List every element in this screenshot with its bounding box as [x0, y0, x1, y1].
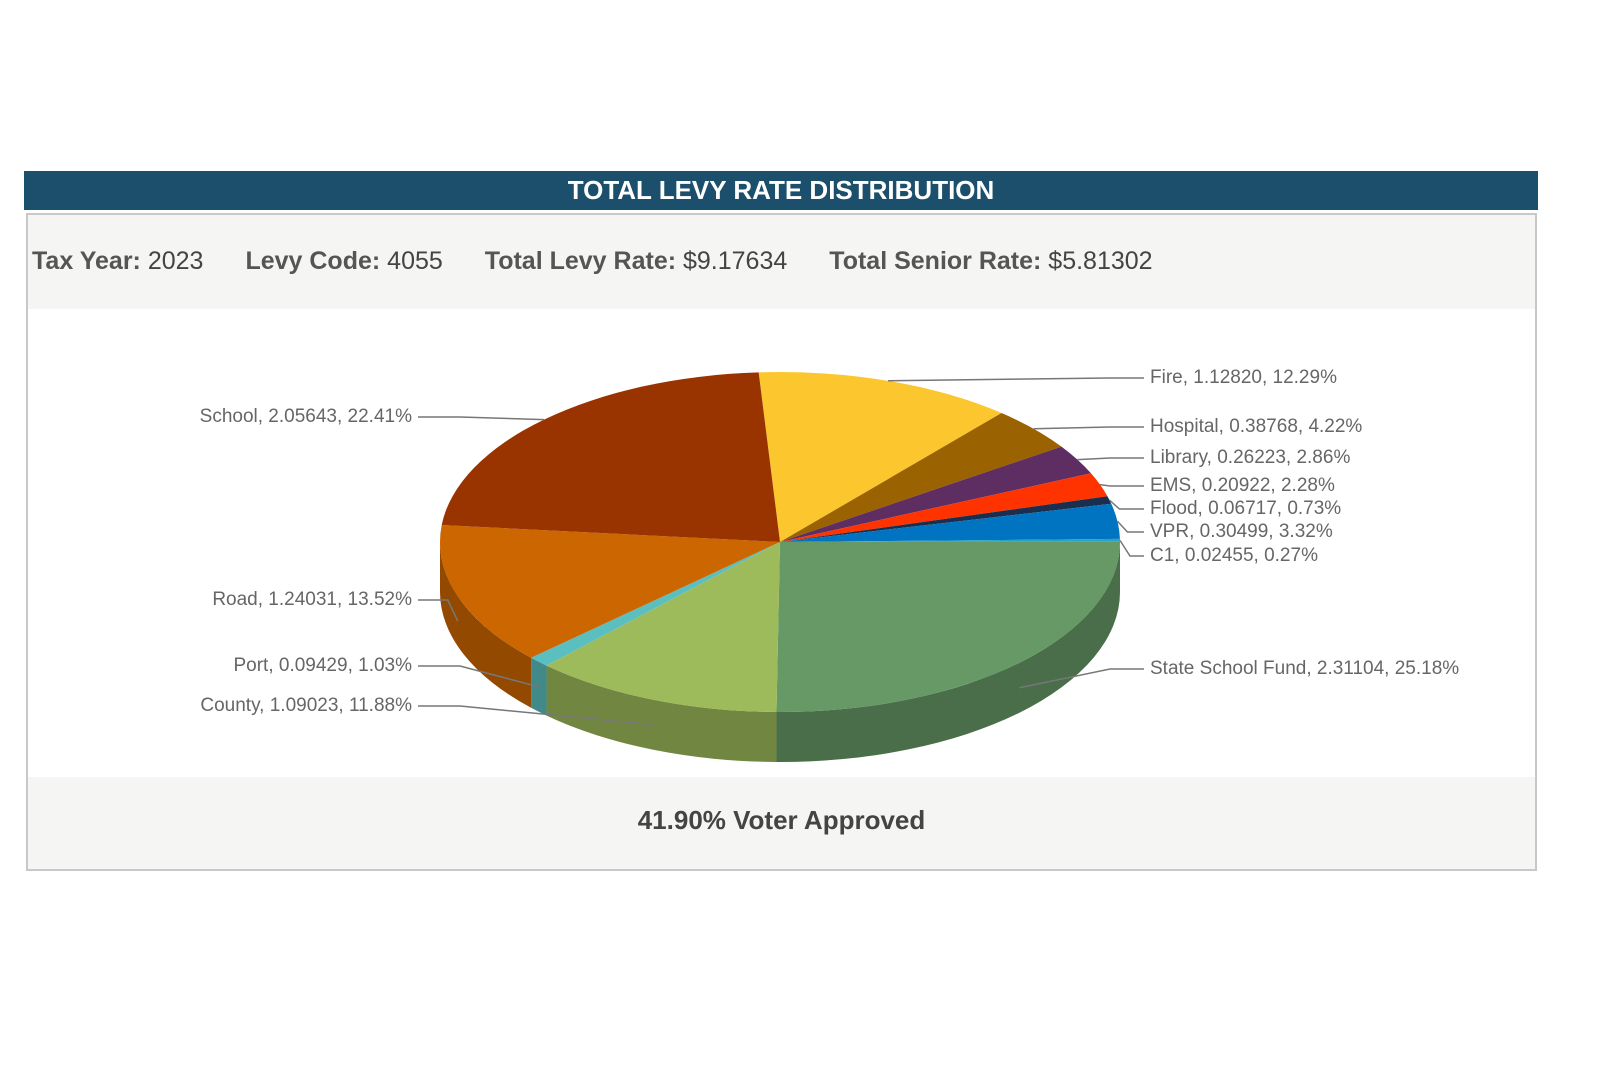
slice: [780, 538, 1120, 542]
slice-label: State School Fund, 2.31104, 25.18%: [1150, 658, 1459, 679]
info-value: $5.81302: [1048, 247, 1153, 275]
slice: [780, 473, 1108, 542]
slice-label: Hospital, 0.38768, 4.22%: [1150, 416, 1362, 437]
slice-side: [776, 542, 1120, 762]
info-item: Total Levy Rate: $9.17634: [485, 247, 787, 275]
header-title: TOTAL LEVY RATE DISTRIBUTION: [24, 171, 1538, 210]
info-label: Total Levy Rate:: [484, 247, 677, 275]
slice-label: Library, 0.26223, 2.86%: [1150, 447, 1350, 468]
info-label: Levy Code:: [245, 247, 381, 275]
leader-line: [1108, 499, 1144, 510]
slice-label: Flood, 0.06717, 0.73%: [1150, 498, 1341, 519]
slice-side: [531, 657, 547, 716]
info-label: Tax Year:: [32, 247, 141, 275]
leader-line: [1116, 520, 1144, 533]
info-value: $9.17634: [683, 247, 788, 275]
leader-line: [1119, 539, 1144, 557]
slice: [780, 503, 1120, 542]
slice: [780, 413, 1062, 542]
info-item: Total Senior Rate: $5.81302: [829, 247, 1152, 275]
slice: [780, 496, 1112, 542]
info-row: Tax Year: 2023 Levy Code: 4055 Total Levy …: [32, 247, 1195, 276]
info-label: Total Senior Rate:: [829, 247, 1042, 275]
slice: [531, 542, 780, 666]
leader-line: [418, 665, 539, 688]
footer-text: 41.90% Voter Approved: [637, 805, 926, 835]
slice-label: School, 2.05643, 22.41%: [200, 406, 412, 427]
leader-line: [1077, 457, 1144, 461]
slice: [546, 542, 780, 712]
info-value: 4055: [387, 247, 443, 275]
leader-line: [1033, 426, 1144, 430]
slice-label: C1, 0.02455, 0.27%: [1150, 545, 1318, 566]
leader-line: [1019, 668, 1144, 689]
slice-label: Road, 1.24031, 13.52%: [212, 589, 412, 610]
leader-line: [418, 599, 459, 622]
slice-label: Port, 0.09429, 1.03%: [233, 655, 412, 676]
leader-line: [1099, 483, 1144, 487]
slice: [439, 525, 780, 658]
info-item: Tax Year: 2023: [32, 247, 203, 275]
slice-label: EMS, 0.20922, 2.28%: [1150, 475, 1335, 496]
info-value: 2023: [147, 247, 204, 275]
slice: [758, 372, 1002, 542]
slice-label: County, 1.09023, 11.88%: [200, 695, 412, 716]
leader-line: [888, 377, 1144, 382]
info-item: Levy Code: 4055: [245, 247, 442, 275]
slice-label: Fire, 1.12820, 12.29%: [1150, 367, 1337, 388]
slice: [780, 446, 1091, 542]
slice: [776, 541, 1121, 712]
slice: [441, 372, 780, 542]
slice-side: [440, 542, 532, 708]
panel: Tax Year: 2023 Levy Code: 4055 Total Levy …: [26, 213, 1537, 871]
leader-line: [418, 705, 653, 726]
leader-line: [418, 416, 545, 421]
slice-label: VPR, 0.30499, 3.32%: [1150, 521, 1333, 542]
slice-side: [546, 665, 777, 762]
